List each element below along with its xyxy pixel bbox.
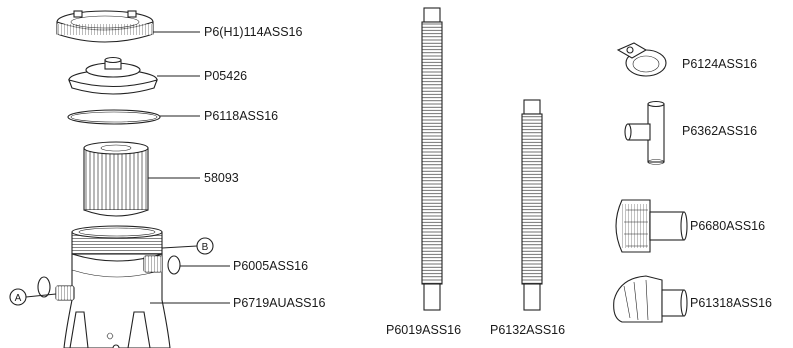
callout-a-label: A (15, 293, 22, 304)
lid-part (68, 56, 158, 95)
lock-ring-part (56, 10, 154, 43)
label-strainer-a: P6680ASS16 (690, 219, 765, 233)
leader-callout-a (25, 293, 57, 298)
pump-body-part (55, 225, 171, 348)
side-o-ring-b (167, 255, 181, 275)
callout-b-label: B (202, 242, 209, 253)
strainer-b-part (613, 275, 688, 323)
o-ring-part (67, 109, 161, 125)
cartridge-part (83, 141, 149, 217)
label-cartridge: 58093 (204, 171, 239, 185)
label-clamp: P6124ASS16 (682, 57, 757, 71)
label-lid: P05426 (204, 69, 247, 83)
clamp-part (616, 42, 667, 77)
strainer-a-part (615, 199, 688, 253)
t-connector-part (624, 100, 665, 165)
label-o-ring: P6118ASS16 (204, 109, 278, 123)
label-t-connector: P6362ASS16 (682, 124, 757, 138)
leader-callout-b (161, 245, 198, 249)
hose-long-part (421, 7, 443, 311)
label-strainer-b: P61318ASS16 (690, 296, 772, 310)
label-lock-ring: P6(H1)114ASS16 (204, 25, 302, 39)
label-connector-ring: P6005ASS16 (233, 259, 308, 273)
label-hose-short: P6132ASS16 (490, 323, 565, 337)
label-pump-body: P6719AUASS16 (233, 296, 325, 310)
hose-short-part (521, 99, 543, 311)
label-hose-long: P6019ASS16 (386, 323, 461, 337)
side-o-ring-a (37, 276, 51, 298)
